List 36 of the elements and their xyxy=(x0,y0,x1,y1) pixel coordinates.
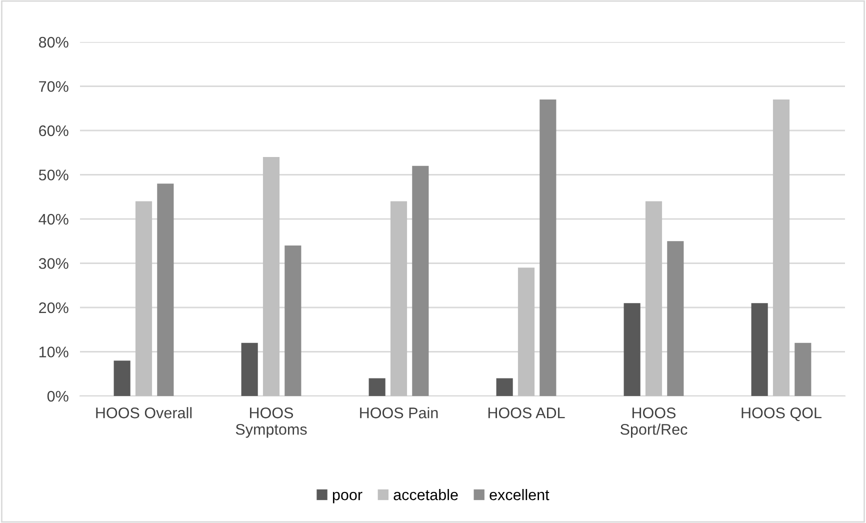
y-tick-label: 40% xyxy=(38,214,68,225)
bar xyxy=(241,342,258,396)
bar xyxy=(284,246,302,396)
bar xyxy=(262,157,280,396)
y-tick-label: 60% xyxy=(39,125,68,136)
bar xyxy=(540,100,556,396)
x-tick-label: HOOS Sport/Rec xyxy=(620,408,688,438)
bar xyxy=(518,268,535,396)
x-tick-label: HOOS QOL xyxy=(742,408,822,422)
y-tick-label: 20% xyxy=(39,302,68,314)
legend-label: accetable xyxy=(394,489,458,500)
y-tick-label: 10% xyxy=(39,346,68,358)
bar xyxy=(624,303,640,396)
bar xyxy=(390,201,408,396)
y-tick-label: 50% xyxy=(38,170,68,180)
bar xyxy=(645,201,662,396)
x-tick-label: HOOS ADL xyxy=(488,408,565,418)
bar xyxy=(412,166,429,396)
bar xyxy=(114,360,130,396)
bar xyxy=(667,241,684,396)
bar xyxy=(368,378,386,396)
bar xyxy=(772,100,790,396)
legend-label: poor xyxy=(332,492,362,504)
y-tick-label: 70% xyxy=(39,81,68,92)
bar xyxy=(135,201,152,396)
y-tick-label: 80% xyxy=(38,36,68,48)
bar xyxy=(496,378,513,396)
y-tick-label: 0% xyxy=(47,390,68,402)
legend-label: excellent xyxy=(490,489,550,500)
x-tick-label: HOOS Pain xyxy=(360,407,438,418)
bar xyxy=(751,303,768,396)
bar xyxy=(157,184,174,396)
x-tick-label: HOOS Symptoms xyxy=(236,408,307,438)
y-tick-label: 30% xyxy=(38,258,68,269)
bar xyxy=(794,342,812,396)
x-tick-label: HOOS Overall xyxy=(96,407,192,418)
